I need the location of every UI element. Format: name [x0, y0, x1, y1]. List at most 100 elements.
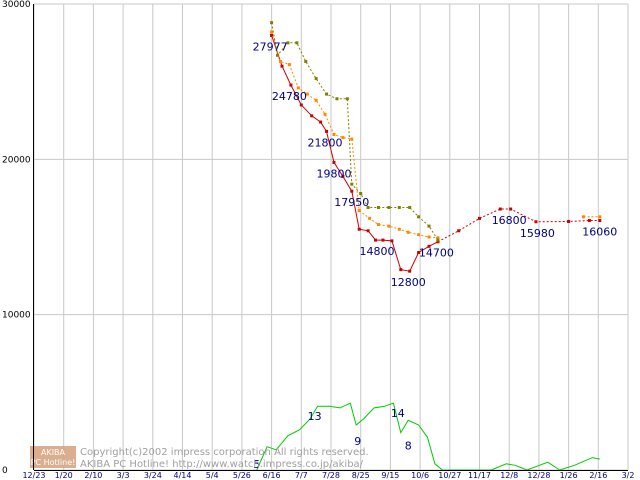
point-max-price: [276, 53, 280, 57]
point-avg-price: [350, 137, 354, 141]
price-data-label: 19800: [316, 167, 351, 180]
point-min-price-trend: [534, 220, 538, 224]
point-avg-price-trend: [598, 215, 602, 219]
point-min-price: [374, 238, 378, 242]
point-avg-price-trend: [581, 215, 585, 219]
x-tick-label: 2/16: [589, 471, 607, 480]
point-min-price: [427, 244, 431, 248]
point-min-price-trend: [436, 240, 440, 244]
point-max-price: [314, 77, 318, 81]
price-data-label: 12800: [391, 276, 426, 289]
copyright-watermark: AKIBA PC Hotline! Copyright(c)2002 impre…: [30, 446, 369, 470]
point-max-price: [335, 97, 339, 101]
x-tick-label: 1/26: [560, 471, 578, 480]
x-tick-label: 7/28: [322, 471, 340, 480]
point-min-price: [280, 64, 284, 68]
copyright-line-1: Copyright(c)2002 impress corporation All…: [80, 447, 369, 458]
point-avg-price: [332, 132, 336, 136]
x-tick-label: 3/24: [144, 471, 162, 480]
x-tick-label: 12/8: [500, 471, 518, 480]
point-min-price: [399, 268, 403, 272]
price-data-label: 27977: [253, 40, 288, 53]
x-tick-label: 3/2: [622, 471, 635, 480]
point-min-price: [381, 238, 385, 242]
point-min-price: [289, 83, 293, 87]
point-min-price: [270, 33, 274, 37]
point-avg-price: [314, 98, 318, 102]
x-tick-label: 2/10: [84, 471, 102, 480]
x-tick-label: 9/15: [381, 471, 399, 480]
count-data-label: 5: [253, 458, 260, 471]
point-max-price: [377, 205, 381, 209]
point-avg-price: [417, 233, 421, 237]
point-avg-price: [368, 216, 372, 220]
point-max-price: [325, 92, 329, 96]
point-max-price: [387, 205, 391, 209]
point-max-price: [350, 182, 354, 186]
point-avg-price: [377, 223, 381, 227]
point-min-price: [341, 174, 345, 178]
point-max-price: [345, 97, 349, 101]
point-max-price: [270, 21, 274, 25]
akiba-logo-block: [30, 446, 76, 468]
price-data-label: 14700: [419, 247, 454, 260]
series-min-price: [271, 35, 439, 272]
point-min-price: [408, 269, 412, 273]
point-avg-price: [357, 209, 361, 213]
point-avg-price: [296, 86, 300, 90]
point-min-price: [366, 229, 370, 233]
point-min-price-trend: [598, 219, 602, 223]
point-avg-price: [397, 227, 401, 231]
point-min-price: [357, 227, 361, 231]
x-tick-label: 5/4: [206, 471, 219, 480]
point-min-price-trend: [478, 216, 481, 220]
point-max-price: [417, 215, 421, 219]
logo-top-text: AKIBA: [41, 448, 66, 457]
point-avg-price: [270, 30, 274, 34]
point-avg-price: [427, 235, 431, 239]
point-max-price: [366, 205, 370, 209]
point-min-price: [350, 189, 354, 193]
x-tick-label: 10/27: [438, 471, 461, 480]
point-avg-price: [387, 224, 391, 228]
x-tick-label: 12/28: [527, 471, 550, 480]
count-data-label: 9: [354, 435, 361, 448]
point-max-price: [304, 59, 308, 63]
x-tick-label: 3/3: [117, 471, 130, 480]
point-max-price: [408, 205, 412, 209]
price-data-label: 16800: [492, 214, 527, 227]
point-avg-price: [341, 136, 345, 140]
x-tick-label: 1/20: [55, 471, 73, 480]
x-tick-label: 10/6: [411, 471, 429, 480]
point-min-price-trend: [509, 207, 513, 211]
series-shop-count: [256, 402, 600, 471]
point-max-price: [295, 41, 299, 45]
point-min-price: [332, 160, 336, 164]
x-tick-label: 4/14: [174, 471, 192, 480]
point-min-price-trend: [457, 229, 461, 233]
price-data-label: 21800: [308, 136, 343, 149]
point-max-price: [427, 224, 431, 228]
point-max-price: [436, 238, 440, 242]
data-labels: 27977 24780 21800 19800 17950 14800 12800 14700…: [253, 40, 618, 471]
point-min-price: [319, 120, 323, 124]
x-tick-label: 12/23: [22, 471, 45, 480]
point-avg-price: [436, 236, 440, 240]
point-max-price: [286, 41, 290, 45]
count-data-label: 14: [391, 407, 405, 420]
point-min-price: [310, 114, 314, 118]
point-max-price: [397, 205, 401, 209]
point-min-price-trend: [498, 207, 502, 211]
series-layer: [256, 21, 602, 471]
price-data-label: 17950: [334, 196, 369, 209]
point-min-price-trend: [567, 219, 571, 223]
count-data-label: 13: [308, 410, 322, 423]
point-avg-price: [323, 112, 327, 116]
x-tick-label: 5/26: [233, 471, 251, 480]
y-tick-label: 0: [2, 466, 8, 476]
price-data-label: 14800: [360, 245, 395, 258]
point-avg-price: [287, 63, 291, 67]
y-tick-label: 30000: [2, 0, 31, 10]
